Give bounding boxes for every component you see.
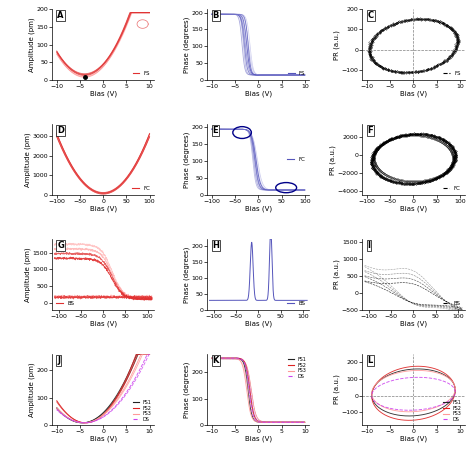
Text: J: J [57, 356, 60, 365]
X-axis label: Bias (V): Bias (V) [400, 90, 427, 97]
Y-axis label: Phase (degrees): Phase (degrees) [183, 16, 190, 73]
Legend: BS: BS [286, 300, 307, 307]
Text: A: A [57, 11, 64, 20]
Legend: FS1, FS2, FS3, DS: FS1, FS2, FS3, DS [443, 399, 462, 423]
X-axis label: Bias (V): Bias (V) [400, 206, 427, 212]
Text: C: C [367, 11, 374, 20]
Y-axis label: Phase (degrees): Phase (degrees) [183, 361, 190, 418]
Y-axis label: PR (a.u.): PR (a.u.) [334, 260, 340, 289]
Text: F: F [367, 126, 373, 135]
Y-axis label: Amplitude (pm): Amplitude (pm) [28, 362, 35, 417]
Text: G: G [57, 241, 64, 250]
X-axis label: Bias (V): Bias (V) [90, 206, 117, 212]
Legend: BS: BS [441, 300, 462, 307]
Legend: FC: FC [442, 185, 462, 192]
Legend: FS: FS [442, 70, 462, 77]
X-axis label: Bias (V): Bias (V) [245, 206, 272, 212]
Y-axis label: PR (a.u.): PR (a.u.) [334, 30, 340, 59]
X-axis label: Bias (V): Bias (V) [245, 436, 272, 442]
Legend: FS: FS [287, 70, 307, 77]
X-axis label: Bias (V): Bias (V) [90, 321, 117, 327]
Text: H: H [212, 241, 219, 250]
Text: L: L [367, 356, 373, 365]
Y-axis label: Phase (degrees): Phase (degrees) [183, 132, 190, 188]
Text: I: I [367, 241, 371, 250]
Y-axis label: Amplitude (pm): Amplitude (pm) [25, 132, 31, 187]
X-axis label: Bias (V): Bias (V) [245, 90, 272, 97]
Legend: BS: BS [55, 300, 75, 307]
Y-axis label: Phase (degrees): Phase (degrees) [183, 246, 190, 303]
X-axis label: Bias (V): Bias (V) [245, 321, 272, 327]
X-axis label: Bias (V): Bias (V) [90, 436, 117, 442]
Legend: FC: FC [286, 156, 307, 163]
X-axis label: Bias (V): Bias (V) [90, 90, 117, 97]
Y-axis label: Amplitude (pm): Amplitude (pm) [25, 247, 31, 302]
Text: K: K [212, 356, 219, 365]
Y-axis label: PR (a.u.): PR (a.u.) [329, 145, 336, 175]
X-axis label: Bias (V): Bias (V) [400, 321, 427, 327]
Y-axis label: PR (a.u.): PR (a.u.) [334, 375, 340, 404]
Legend: FS: FS [132, 70, 151, 77]
Text: B: B [212, 11, 219, 20]
Text: D: D [57, 126, 64, 135]
Legend: FC: FC [131, 185, 151, 192]
Legend: FS1, FS2, FS3, DS: FS1, FS2, FS3, DS [132, 399, 152, 423]
Text: E: E [212, 126, 218, 135]
Y-axis label: Amplitude (pm): Amplitude (pm) [28, 17, 35, 72]
Legend: FS1, FS2, FS3, DS: FS1, FS2, FS3, DS [287, 356, 307, 380]
X-axis label: Bias (V): Bias (V) [400, 436, 427, 442]
